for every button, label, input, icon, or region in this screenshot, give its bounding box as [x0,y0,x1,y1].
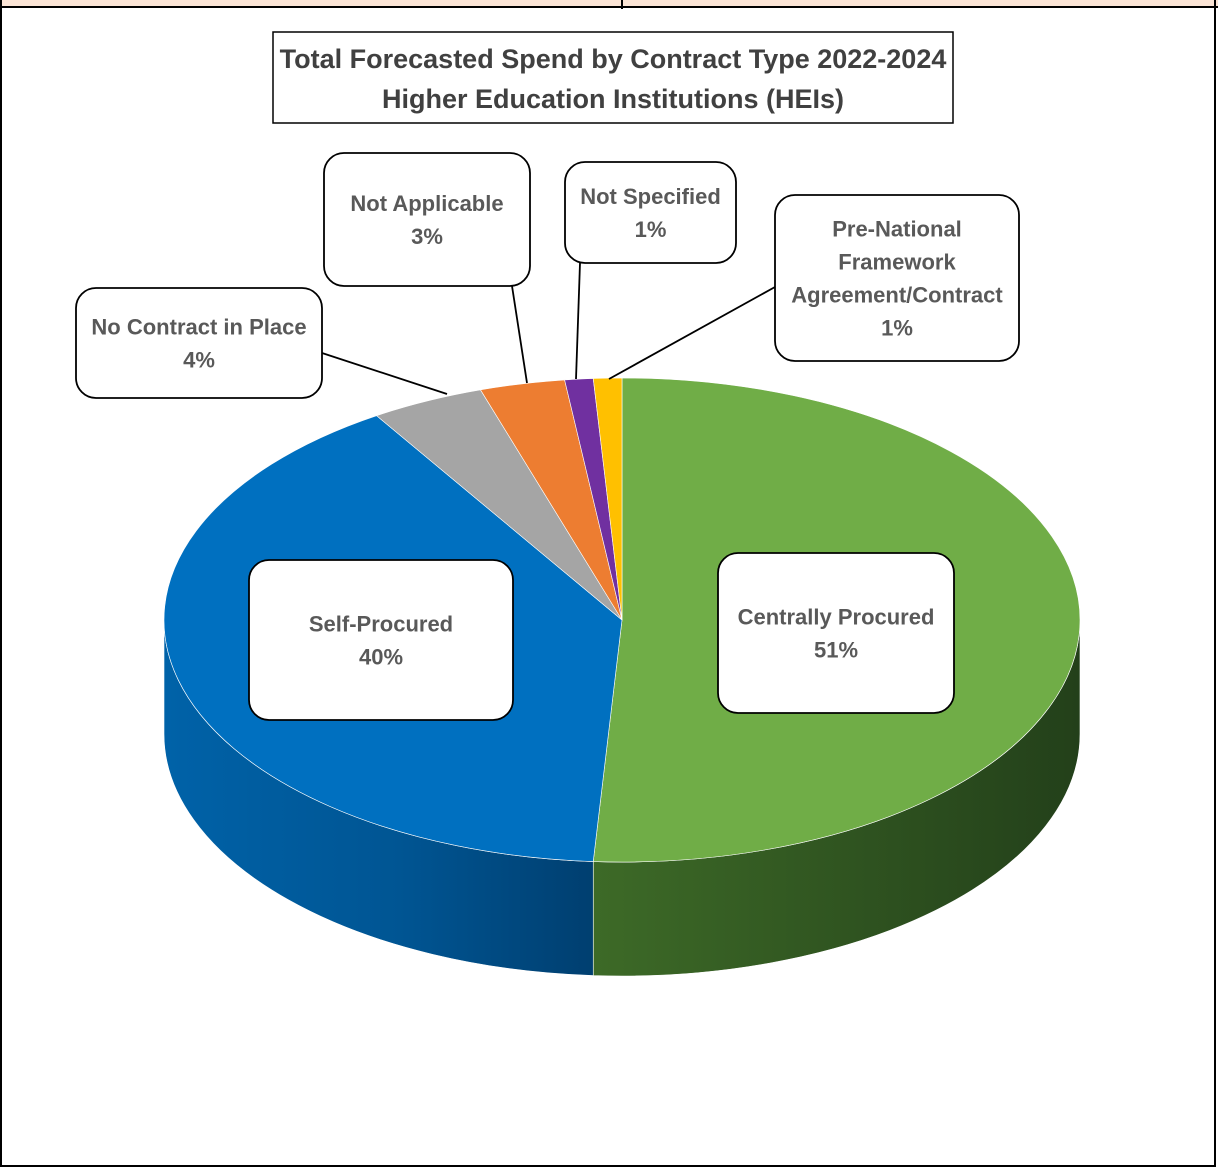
header-band [0,0,1218,8]
data-label-box [717,552,955,714]
slice-percent-label: 51% [814,638,858,663]
data-label-box [75,287,323,399]
leader-line-no-contract-in-place [321,352,448,395]
data-label-box [248,559,514,721]
data-label-self-procured: Self-Procured 40% [248,559,514,721]
slice-name-label: Not Applicable [350,191,503,216]
leader-line-pre-national-framework-agreement-contract [608,286,776,380]
slice-name-label: Pre-National [832,217,962,242]
chart-title: Total Forecasted Spend by Contract Type … [280,44,947,74]
data-labels: Centrally Procured 51% Self-Procured 40% No … [75,152,1020,721]
data-label-not-specified: Not Specified 1% [564,161,737,264]
data-label-box [774,194,1020,362]
data-label-box [323,152,531,287]
slice-percent-label: 1% [881,316,913,341]
slice-name-label: Self-Procured [309,612,453,637]
slice-percent-label: 1% [635,217,667,242]
slice-name-label: Centrally Procured [738,605,935,630]
data-label-no-contract-in-place: No Contract in Place 4% [75,287,323,399]
slice-percent-label: 40% [359,645,403,670]
slice-name-label: No Contract in Place [91,315,306,340]
leader-lines [321,262,776,395]
data-label-box [564,161,737,264]
leader-line-not-applicable [511,285,528,384]
slice-name-label: Not Specified [580,184,721,209]
pie-slice-pre-national-framework-agreement-contract [592,377,623,621]
data-label-centrally-procured: Centrally Procured 51% [717,552,955,714]
slice-percent-label: 3% [411,224,443,249]
header-divider [621,0,623,9]
chart-subtitle: Higher Education Institutions (HEIs) [382,84,844,114]
slice-name-label: Framework [838,250,956,275]
leader-line-not-specified [575,262,581,380]
data-label-pre-national-framework-agreement-contract: Pre-National Framework Agreement/Contract 1… [774,194,1020,362]
chart-title-box: Total Forecasted Spend by Contract Type … [272,31,954,124]
slice-percent-label: 4% [183,348,215,373]
data-label-not-applicable: Not Applicable 3% [323,152,531,287]
slice-name-label: Agreement/Contract [791,283,1003,308]
